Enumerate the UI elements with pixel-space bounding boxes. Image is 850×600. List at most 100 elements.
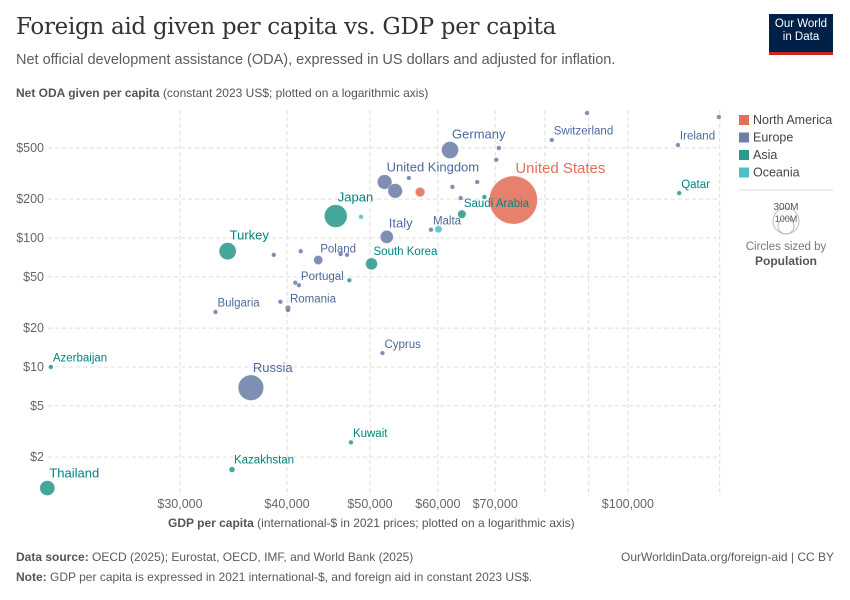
data-point [313, 255, 324, 265]
point-label: Malta [433, 215, 462, 227]
data-point [457, 209, 467, 219]
data-point [584, 110, 590, 116]
data-point [379, 350, 386, 356]
point-label: Poland [320, 243, 356, 255]
data-point [377, 174, 393, 190]
y-tick-label: $500 [16, 141, 44, 155]
legend-label: Europe [753, 131, 793, 145]
y-axis-label: Net ODA given per capita (constant 2023 … [16, 86, 429, 100]
x-tick-label: $60,000 [415, 497, 460, 511]
data-point [271, 252, 277, 258]
point-label: Germany [452, 127, 506, 142]
data-point [212, 309, 219, 315]
data-point [458, 195, 464, 201]
data-point [549, 137, 555, 143]
y-tick-label: $5 [30, 399, 44, 413]
owid-logo[interactable]: Our World in Data [769, 14, 833, 55]
data-point [716, 114, 722, 120]
chart-title: Foreign aid given per capita vs. GDP per… [16, 14, 557, 40]
source-url-link[interactable]: OurWorldinData.org/foreign-aid | CC BY [621, 550, 834, 564]
data-point [48, 364, 54, 370]
data-point [358, 214, 364, 220]
data-source: Data source: OECD (2025); Eurostat, OECD… [16, 550, 414, 564]
y-tick-label: $2 [30, 450, 44, 464]
data-point [338, 251, 344, 257]
y-tick-label: $10 [23, 360, 44, 374]
x-tick-label: $40,000 [264, 497, 309, 511]
data-point [348, 439, 354, 445]
data-point [285, 307, 291, 313]
data-point [493, 157, 499, 163]
data-point [346, 277, 352, 283]
data-point [379, 230, 394, 244]
legend-label: North America [753, 113, 832, 127]
size-legend-title: Circles sized by [746, 241, 827, 253]
point-label: Kazakhstan [234, 455, 294, 467]
point-label: Turkey [230, 228, 270, 243]
x-tick-label: $100,000 [602, 497, 654, 511]
y-tick-label: $50 [23, 270, 44, 284]
y-tick-label: $20 [23, 321, 44, 335]
point-label: Japan [338, 190, 373, 205]
legend-swatch [739, 167, 749, 178]
data-point [237, 374, 264, 401]
data-point [298, 248, 304, 254]
legend-label: Oceania [753, 166, 800, 180]
data-point [489, 175, 538, 225]
data-point [496, 145, 502, 151]
size-legend-label: 300M [773, 202, 798, 213]
point-label: United States [515, 160, 605, 177]
data-point [428, 227, 434, 233]
size-legend-circle [777, 217, 795, 235]
y-tick-label: $100 [16, 231, 44, 245]
data-point [474, 179, 480, 185]
point-label: Kuwait [353, 428, 388, 440]
legend-swatch [739, 150, 749, 160]
data-point [218, 242, 237, 261]
x-tick-label: $30,000 [157, 497, 202, 511]
data-point [481, 194, 488, 200]
chart-note: Note: GDP per capita is expressed in 202… [16, 570, 533, 584]
data-point [441, 141, 459, 159]
point-label: Italy [389, 215, 413, 230]
y-tick-label: $200 [16, 192, 44, 206]
data-point [449, 184, 456, 190]
data-point [277, 299, 284, 305]
data-point [434, 225, 443, 234]
legend-swatch [739, 115, 749, 125]
point-label: Azerbaijan [53, 353, 107, 365]
legend-label: Asia [753, 148, 777, 162]
data-point [39, 480, 56, 496]
point-label: Portugal [301, 271, 344, 283]
data-point [228, 466, 236, 473]
data-point [675, 142, 681, 148]
data-point [676, 190, 682, 196]
point-label: Qatar [681, 179, 710, 191]
point-label: Romania [290, 293, 337, 305]
point-label: Thailand [49, 466, 99, 481]
x-axis-label: GDP per capita (international-$ in 2021 … [168, 516, 575, 530]
point-label: Ireland [680, 131, 715, 143]
point-label: South Korea [374, 246, 439, 258]
point-label: Bulgaria [217, 298, 260, 310]
data-point [292, 280, 298, 286]
point-label: Switzerland [554, 126, 613, 138]
data-point [344, 252, 350, 258]
point-label: Cyprus [384, 339, 421, 351]
data-point [324, 204, 348, 228]
data-point [365, 257, 378, 271]
point-label: Saudi Arabia [464, 198, 530, 210]
size-legend-variable: Population [755, 254, 817, 268]
legend-swatch [739, 132, 749, 143]
scatter-plot: $500 $200 $100 $50 $20 $10 $5 $2 $30,000 $40,000 $… [16, 110, 833, 511]
data-point [387, 183, 403, 199]
point-label: United Kingdom [387, 160, 480, 175]
size-legend-label: 100M [775, 214, 798, 224]
data-point [414, 187, 426, 198]
data-point [296, 282, 302, 288]
x-tick-label: $70,000 [473, 497, 518, 511]
data-point [406, 175, 412, 181]
point-label: Russia [253, 360, 294, 375]
x-tick-label: $50,000 [347, 497, 392, 511]
